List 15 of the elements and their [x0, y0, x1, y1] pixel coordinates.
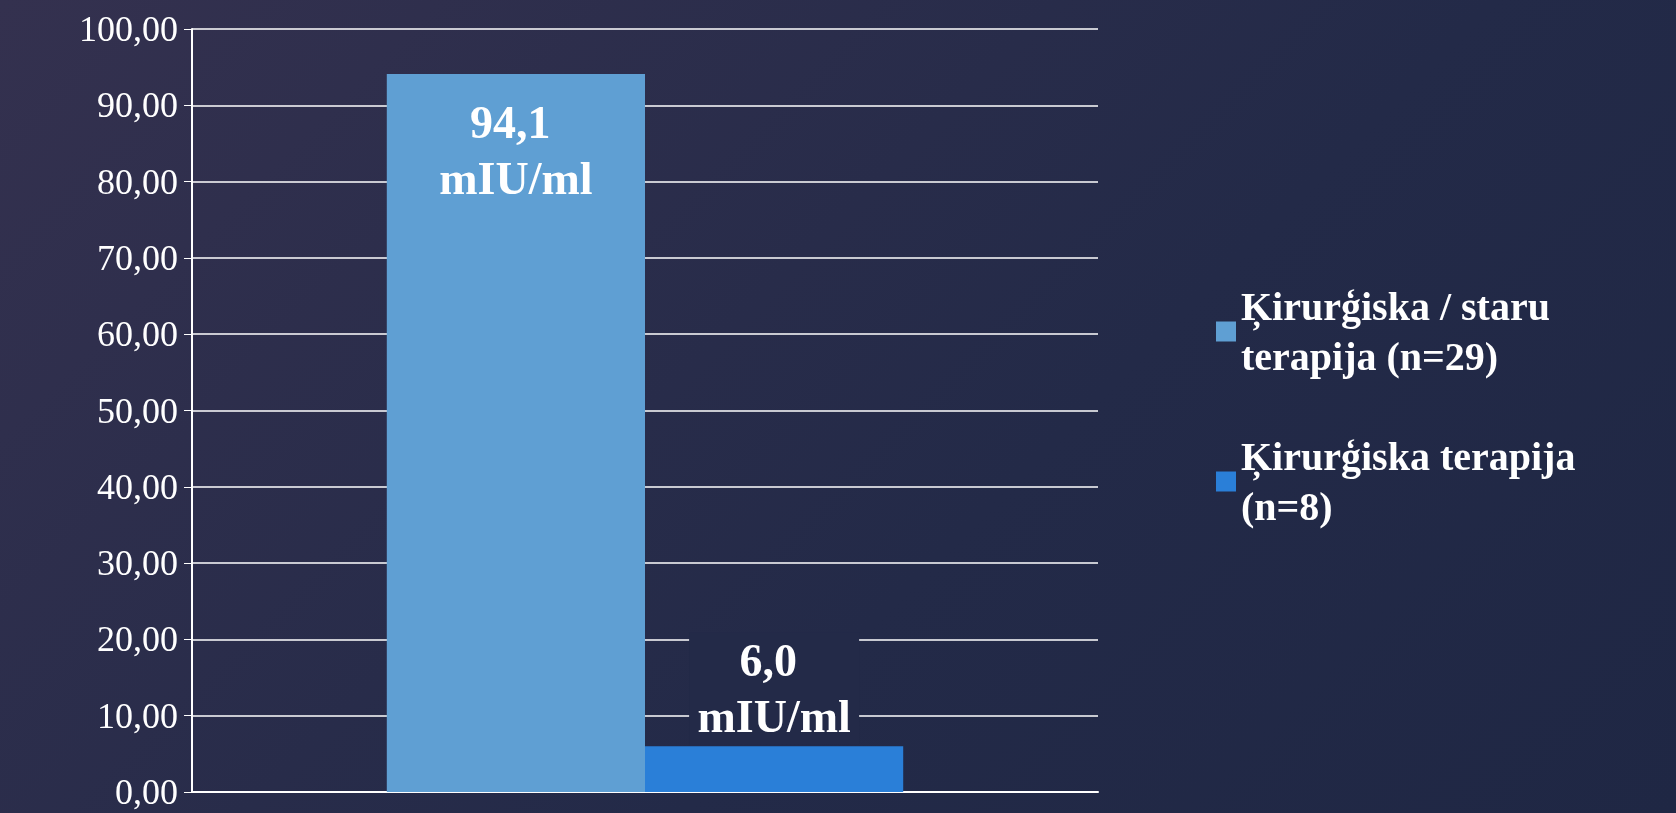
y-tick-label: 20,00 [97, 619, 178, 660]
y-tick-label: 0,00 [115, 772, 178, 812]
data-label: 94,1 mIU/ml [439, 96, 593, 204]
y-tick-label: 100,00 [79, 9, 178, 49]
y-tick-label: 80,00 [97, 161, 178, 202]
data-label: 6,0 mIU/ml [697, 634, 851, 742]
y-tick-label: 30,00 [97, 543, 178, 584]
y-tick-label: 60,00 [97, 314, 178, 355]
legend-label: Ķirurģiska / staru terapija (n=29) [1241, 284, 1560, 379]
y-tick-label: 70,00 [97, 237, 178, 278]
y-tick-label: 10,00 [97, 695, 178, 736]
legend-label: Ķirurģiska terapija (n=8) [1241, 434, 1586, 529]
y-tick-label: 40,00 [97, 466, 178, 507]
y-tick-label: 90,00 [97, 85, 178, 126]
y-tick-label: 50,00 [97, 390, 178, 431]
